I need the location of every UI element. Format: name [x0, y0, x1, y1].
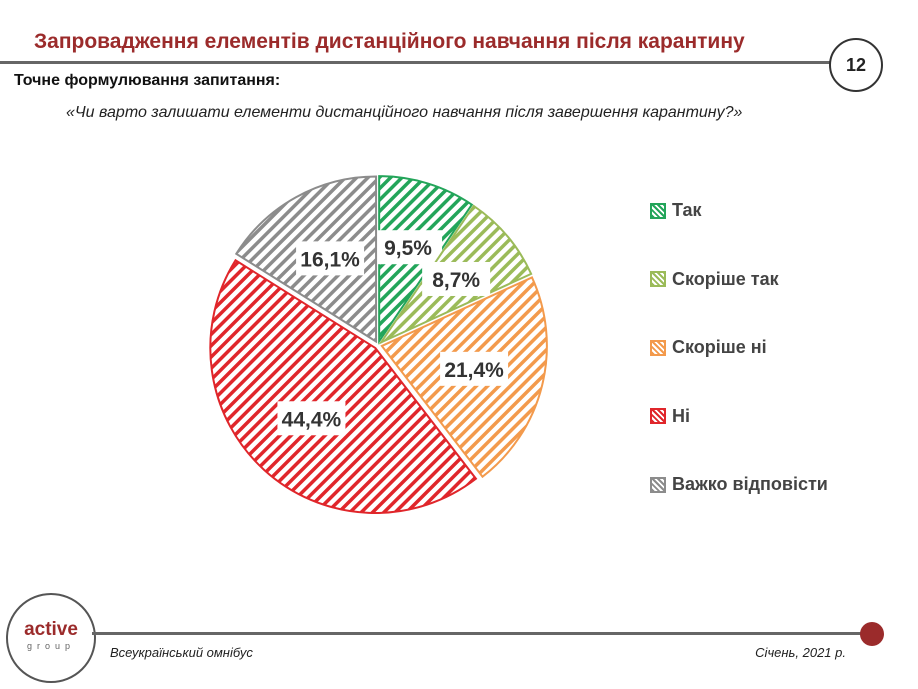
legend-label: Скоріше ні — [672, 337, 767, 357]
legend-label: Важко відповісти — [672, 474, 828, 494]
data-label: 44,4% — [277, 401, 346, 436]
legend-item: Скоріше так — [650, 269, 779, 290]
page-number: 12 — [829, 38, 883, 92]
legend-swatch — [650, 339, 666, 356]
legend-swatch — [650, 271, 666, 287]
logo-sub: group — [26, 641, 76, 651]
data-label: 16,1% — [296, 241, 365, 276]
legend-label: Ні — [672, 405, 690, 426]
legend-swatch — [650, 408, 666, 424]
legend-item: Так — [650, 200, 702, 221]
legend-item: Скоріше ні — [650, 337, 767, 358]
data-label: 8,7% — [422, 261, 491, 296]
legend-label: Так — [672, 200, 702, 220]
header-divider — [0, 61, 830, 64]
footer-date: Січень, 2021 р. — [755, 645, 846, 660]
footer-survey: Всеукраїнський омнібус — [110, 645, 253, 660]
pie-slice — [209, 258, 478, 514]
data-label-text: 16,1% — [300, 248, 360, 271]
slide-title: Запровадження елементів дистанційного на… — [34, 30, 745, 53]
question-label: Точне формулювання запитання: — [14, 72, 281, 89]
data-label: 9,5% — [374, 230, 443, 265]
legend-item: Важко відповісти — [650, 474, 828, 495]
data-label-text: 9,5% — [384, 237, 432, 260]
data-label: 21,4% — [440, 351, 509, 386]
legend-item: Ні — [650, 406, 690, 427]
footer-divider — [92, 632, 872, 635]
data-label-text: 44,4% — [282, 408, 342, 431]
question-text: «Чи варто залишати елементи дистанційног… — [66, 104, 743, 121]
legend-swatch — [650, 202, 666, 219]
legend-swatch — [650, 476, 666, 493]
active-group-logo: active group — [6, 593, 96, 683]
footer-dot — [860, 622, 884, 646]
logo-text: active — [24, 619, 78, 640]
legend-label: Скоріше так — [672, 268, 779, 289]
data-label-text: 8,7% — [432, 269, 480, 292]
data-label-text: 21,4% — [444, 359, 504, 382]
